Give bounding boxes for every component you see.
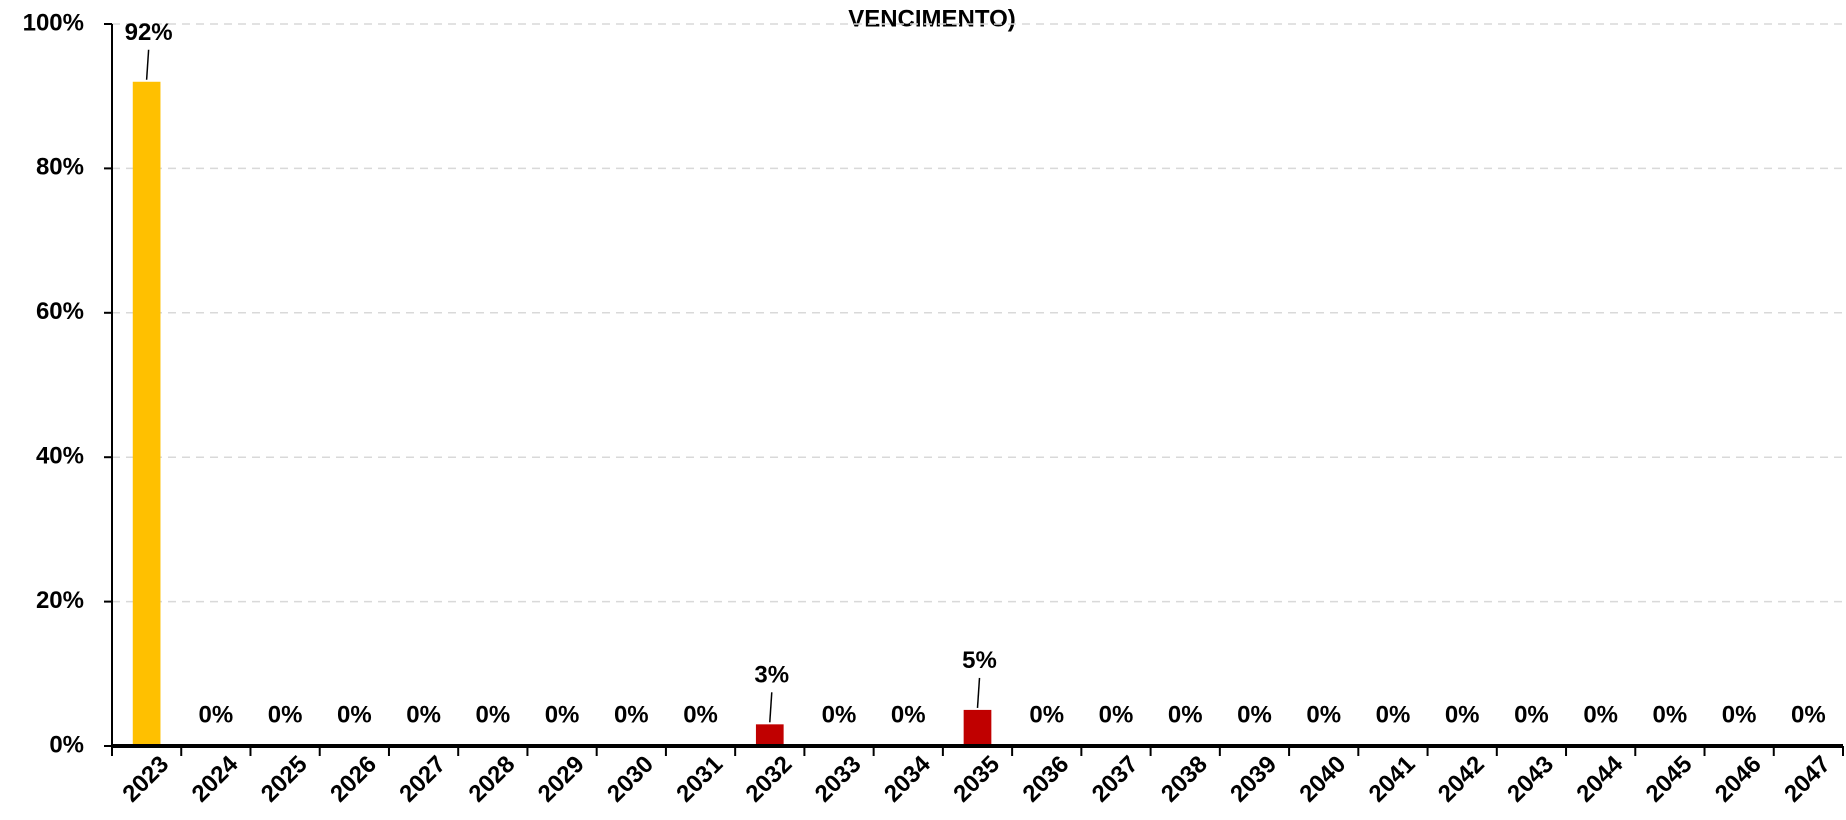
value-label: 0% bbox=[1376, 701, 1411, 728]
x-tick-label: 2034 bbox=[879, 750, 936, 807]
value-label: 0% bbox=[475, 701, 510, 728]
x-tick-label: 2040 bbox=[1294, 751, 1351, 808]
value-label: 92% bbox=[125, 19, 173, 46]
x-tick-label: 2042 bbox=[1433, 751, 1490, 808]
y-tick-label: 80% bbox=[36, 154, 84, 181]
value-label: 0% bbox=[406, 701, 441, 728]
x-tick-label: 2033 bbox=[810, 751, 867, 808]
value-label: 0% bbox=[1237, 701, 1272, 728]
x-tick-label: 2029 bbox=[533, 751, 590, 808]
leader-line bbox=[769, 692, 773, 723]
x-tick-label: 2041 bbox=[1364, 751, 1421, 808]
y-tick-label: 60% bbox=[36, 298, 84, 325]
y-tick-label: 0% bbox=[49, 731, 84, 758]
x-tick-label: 2039 bbox=[1225, 751, 1282, 808]
x-tick-label: 2036 bbox=[1018, 751, 1075, 808]
y-tick-label: 100% bbox=[23, 9, 84, 36]
x-tick-label: 2028 bbox=[464, 751, 521, 808]
x-tick-label: 2024 bbox=[187, 750, 244, 807]
value-label: 0% bbox=[337, 701, 372, 728]
x-tick-label: 2046 bbox=[1710, 751, 1767, 808]
value-label: 0% bbox=[822, 701, 857, 728]
x-tick-label: 2037 bbox=[1087, 751, 1144, 808]
x-tick-label: 2031 bbox=[671, 751, 728, 808]
value-label: 0% bbox=[614, 701, 649, 728]
x-tick-label: 2038 bbox=[1156, 751, 1213, 808]
value-label: 3% bbox=[754, 662, 789, 689]
value-label: 0% bbox=[1445, 701, 1480, 728]
value-label: 0% bbox=[1099, 701, 1134, 728]
bar bbox=[755, 724, 784, 746]
value-label: 0% bbox=[1306, 701, 1341, 728]
x-tick-label: 2035 bbox=[948, 751, 1005, 808]
leader-line bbox=[976, 677, 981, 708]
value-label: 0% bbox=[1514, 701, 1549, 728]
x-tick-label: 2044 bbox=[1571, 750, 1628, 807]
x-tick-label: 2023 bbox=[117, 751, 174, 808]
value-label: 0% bbox=[1653, 701, 1688, 728]
y-tick-label: 40% bbox=[36, 443, 84, 470]
x-tick-label: 2045 bbox=[1641, 751, 1698, 808]
chart-title: VENCIMENTO) bbox=[848, 5, 1016, 32]
value-label: 0% bbox=[199, 701, 234, 728]
x-tick-label: 2043 bbox=[1502, 751, 1559, 808]
value-label: 0% bbox=[1583, 701, 1618, 728]
x-tick-label: 2025 bbox=[256, 751, 313, 808]
x-tick-label: 2032 bbox=[741, 751, 798, 808]
bar bbox=[132, 81, 161, 746]
leader-line bbox=[145, 49, 150, 80]
value-label: 0% bbox=[683, 701, 718, 728]
value-label: 0% bbox=[1168, 701, 1203, 728]
value-label: 0% bbox=[1029, 701, 1064, 728]
x-tick-label: 2026 bbox=[325, 751, 382, 808]
x-tick-label: 2030 bbox=[602, 751, 659, 808]
x-tick-label: 2027 bbox=[394, 751, 451, 808]
y-tick-label: 20% bbox=[36, 587, 84, 614]
value-label: 0% bbox=[268, 701, 303, 728]
value-label: 0% bbox=[1791, 701, 1826, 728]
value-label: 5% bbox=[962, 647, 997, 674]
value-label: 0% bbox=[1722, 701, 1757, 728]
bar bbox=[963, 709, 992, 746]
value-label: 0% bbox=[891, 701, 926, 728]
x-tick-label: 2047 bbox=[1779, 751, 1836, 808]
value-label: 0% bbox=[545, 701, 580, 728]
